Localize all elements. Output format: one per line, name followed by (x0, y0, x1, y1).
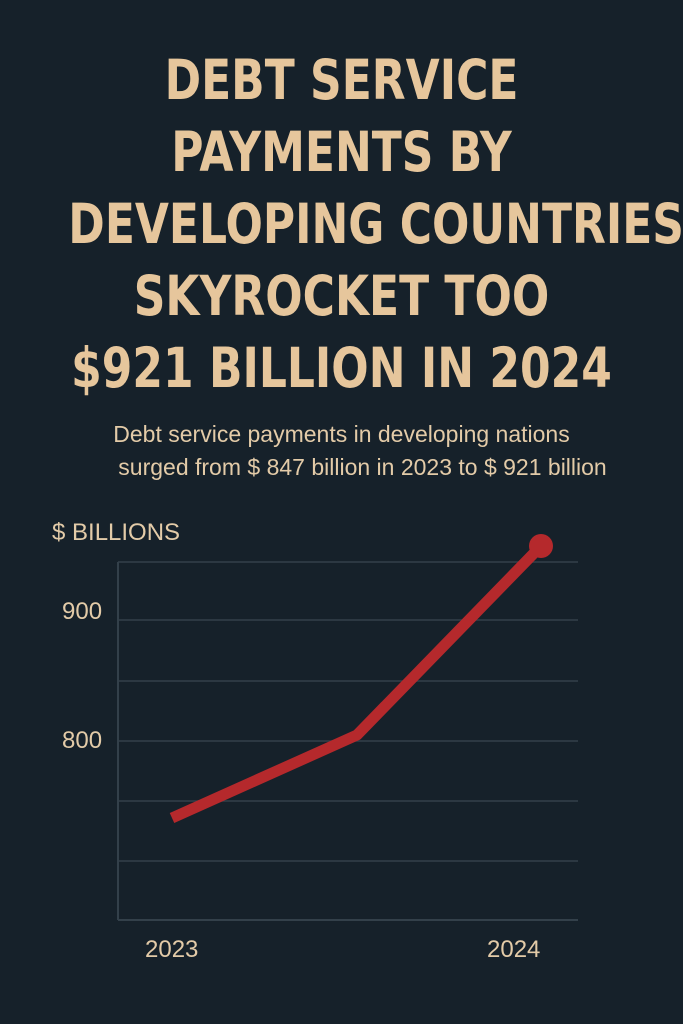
headline-line-1: DEBT SERVICE (164, 48, 519, 112)
subtitle-line-2: surged from $ 847 billion in 2023 to $ 9… (118, 454, 607, 480)
headline-line-5: $921 BILLION IN 2024 (71, 336, 612, 400)
y-tick-label-900: 900 (62, 598, 102, 625)
series-line (169, 542, 545, 824)
subtitle-line-1: Debt service payments in developing nati… (113, 421, 570, 447)
series-end-marker (529, 534, 553, 558)
headline-line-2: PAYMENTS BY (171, 120, 512, 184)
subtitle: Debt service payments in developing nati… (0, 418, 683, 484)
headline-line-4: SKYROCKET TOO (133, 264, 550, 328)
y-tick-label-800: 800 (62, 727, 102, 754)
headline: DEBT SERVICE PAYMENTS BY DEVELOPING COUN… (0, 44, 683, 404)
y-axis-label: $ BILLIONS (52, 519, 180, 546)
x-tick-label-2024: 2024 (487, 936, 540, 963)
x-tick-label-2023: 2023 (145, 936, 198, 963)
headline-line-3: DEVELOPING COUNTRIES (68, 192, 683, 256)
